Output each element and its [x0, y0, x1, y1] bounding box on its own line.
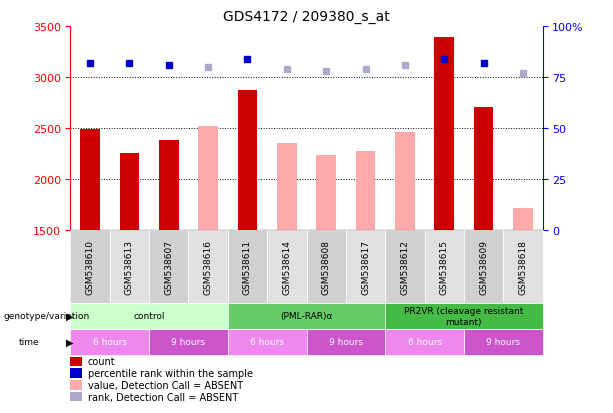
Text: PR2VR (cleavage resistant
mutant): PR2VR (cleavage resistant mutant): [404, 306, 524, 326]
Bar: [277, 144, 297, 231]
Text: control: control: [134, 312, 165, 320]
Bar: [356, 152, 375, 231]
Text: GSM538618: GSM538618: [519, 240, 527, 294]
Text: 6 hours: 6 hours: [93, 338, 127, 347]
Text: 6 hours: 6 hours: [408, 338, 441, 347]
Text: count: count: [88, 356, 115, 366]
Text: GSM538615: GSM538615: [440, 240, 449, 294]
Bar: [435, 38, 454, 231]
Text: GSM538609: GSM538609: [479, 240, 488, 294]
Bar: [80, 130, 100, 231]
Bar: [199, 127, 218, 231]
Text: ▶: ▶: [66, 337, 74, 347]
Text: rank, Detection Call = ABSENT: rank, Detection Call = ABSENT: [88, 392, 238, 402]
Text: GDS4172 / 209380_s_at: GDS4172 / 209380_s_at: [223, 10, 390, 24]
Text: GSM538607: GSM538607: [164, 240, 173, 294]
Text: GSM538617: GSM538617: [361, 240, 370, 294]
Text: value, Detection Call = ABSENT: value, Detection Call = ABSENT: [88, 380, 243, 390]
Text: percentile rank within the sample: percentile rank within the sample: [88, 368, 253, 378]
Bar: [238, 91, 257, 231]
Text: (PML-RAR)α: (PML-RAR)α: [280, 312, 333, 320]
Text: 6 hours: 6 hours: [250, 338, 284, 347]
Text: 9 hours: 9 hours: [329, 338, 363, 347]
Bar: [159, 140, 178, 231]
Text: ▶: ▶: [66, 311, 74, 321]
Text: 9 hours: 9 hours: [172, 338, 205, 347]
Text: genotype/variation: genotype/variation: [3, 312, 89, 320]
Text: GSM538611: GSM538611: [243, 240, 252, 294]
Text: GSM538608: GSM538608: [322, 240, 330, 294]
Bar: [316, 155, 336, 231]
Text: GSM538612: GSM538612: [400, 240, 409, 294]
Text: GSM538613: GSM538613: [125, 240, 134, 294]
Bar: [120, 154, 139, 231]
Text: GSM538614: GSM538614: [283, 240, 291, 294]
Text: time: time: [18, 338, 39, 347]
Bar: [474, 107, 493, 231]
Bar: [513, 209, 533, 231]
Text: 9 hours: 9 hours: [486, 338, 520, 347]
Text: GSM538610: GSM538610: [86, 240, 94, 294]
Text: GSM538616: GSM538616: [204, 240, 213, 294]
Bar: [395, 133, 414, 231]
